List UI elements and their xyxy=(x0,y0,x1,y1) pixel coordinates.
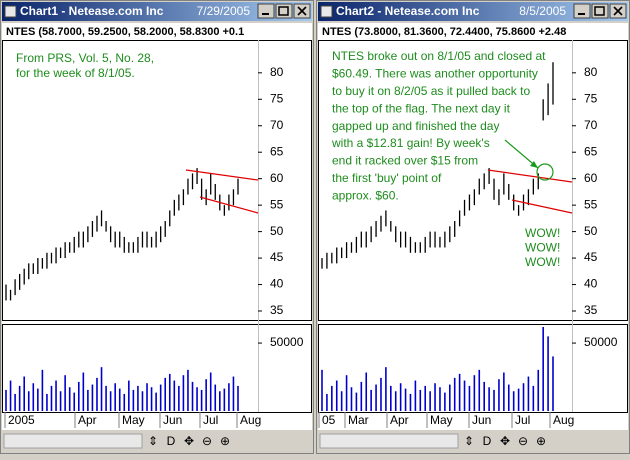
volume-panel xyxy=(2,324,312,413)
x-tick-label: Mar xyxy=(348,413,369,427)
toolbar-button[interactable]: ⇕ xyxy=(464,434,474,448)
close-glyph xyxy=(297,6,307,16)
y-tick-label: 65 xyxy=(270,144,284,158)
toolbar-button[interactable]: ⊖ xyxy=(202,434,212,448)
toolbar-button[interactable]: D xyxy=(167,434,176,448)
content xyxy=(318,23,628,430)
price-panel xyxy=(2,40,312,321)
title-bar xyxy=(318,2,628,21)
minimize-button[interactable] xyxy=(573,3,591,19)
y-tick-label: 35 xyxy=(584,303,598,317)
annotation-text: From PRS, Vol. 5, No. 28, xyxy=(16,51,154,65)
y-tick-label: 70 xyxy=(584,118,598,132)
annotation-text: end it racked over $15 from xyxy=(332,154,478,168)
y-tick-label: 60 xyxy=(584,171,598,185)
annotation-shout: WOW! xyxy=(525,226,560,240)
x-tick-label: Jul xyxy=(203,413,218,427)
toolbar-button[interactable]: D xyxy=(483,434,492,448)
y-tick-label: 55 xyxy=(584,197,598,211)
y-tick-label: 50000 xyxy=(584,335,618,349)
y-tick-label: 70 xyxy=(270,118,284,132)
chart-window: Chart1 - Netease.com Inc 7/29/2005 NTES (5… xyxy=(0,0,314,455)
y-tick-label: 55 xyxy=(270,197,284,211)
y-tick-label: 40 xyxy=(584,277,598,291)
y-tick-label: 80 xyxy=(270,65,284,79)
x-tick-label: 05 xyxy=(322,413,336,427)
x-tick-label: Jun xyxy=(163,413,182,427)
y-tick-label: 60 xyxy=(270,171,284,185)
info-bar: NTES (73.8000, 81.3600, 72.4400, 75.8600… xyxy=(322,26,566,38)
window-date: 8/5/2005 xyxy=(519,4,566,18)
annotation-shout: WOW! xyxy=(525,241,560,255)
y-tick-label: 50 xyxy=(584,224,598,238)
price-panel xyxy=(318,40,628,321)
toolbar-button[interactable]: ⊕ xyxy=(220,434,230,448)
window-title: Chart1 - Netease.com Inc xyxy=(20,4,164,18)
toolbar-button[interactable]: ⊖ xyxy=(518,434,528,448)
window-date: 7/29/2005 xyxy=(197,4,251,18)
toolbar-button[interactable]: ⇕ xyxy=(148,434,158,448)
info-bar: NTES (58.7000, 59.2500, 58.2000, 58.8300… xyxy=(6,26,244,38)
title-bar xyxy=(2,2,312,21)
y-tick-label: 65 xyxy=(584,144,598,158)
scrollbar xyxy=(3,433,143,449)
x-tick-label: Aug xyxy=(240,413,261,427)
annotation-text: approx. $60. xyxy=(332,188,399,202)
annotation-text: to buy it on 8/2/05 as it pulled back to xyxy=(332,84,530,98)
minimize-button[interactable] xyxy=(257,3,275,19)
maximize-glyph xyxy=(594,6,605,16)
annotation-shout: WOW! xyxy=(525,255,560,269)
x-tick-label: May xyxy=(122,413,145,427)
maximize-glyph xyxy=(278,6,289,16)
scrollbar xyxy=(319,433,459,449)
app-icon xyxy=(320,5,333,18)
window-canvas: Chart2 - Netease.com Inc 8/5/2005 NTES (73… xyxy=(316,0,630,454)
annotation-text: gapped up and finished the day xyxy=(332,119,499,133)
x-tick-label: Apr xyxy=(390,413,409,427)
channel-line xyxy=(511,199,573,214)
app-icon xyxy=(4,5,17,18)
y-tick-label: 45 xyxy=(270,250,284,264)
highlight-circle xyxy=(536,163,554,181)
annotation-text: the first 'buy' point of xyxy=(332,171,442,185)
y-tick-label: 40 xyxy=(270,277,284,291)
annotation-text: for the week of 8/1/05. xyxy=(16,66,135,80)
annotation-text: the top of the flag. The next day it xyxy=(332,101,511,115)
x-tick-label: 2005 xyxy=(8,413,35,427)
annotation-text: $60.49. There was another opportunity xyxy=(332,67,538,81)
x-tick-label: Aug xyxy=(553,413,574,427)
y-tick-label: 75 xyxy=(584,91,598,105)
y-tick-label: 45 xyxy=(584,250,598,264)
content xyxy=(2,23,312,430)
toolbar-button[interactable]: ✥ xyxy=(184,434,194,448)
channel-line xyxy=(199,196,259,214)
volume-panel xyxy=(318,324,628,413)
annotation-text: with a $12.81 gain! By week's xyxy=(331,136,490,150)
y-tick-label: 50000 xyxy=(270,335,304,349)
x-tick-label: Jul xyxy=(515,413,530,427)
window-canvas: Chart1 - Netease.com Inc 7/29/2005 NTES (5… xyxy=(0,0,314,454)
annotation-text: NTES broke out on 8/1/05 and closed at xyxy=(332,49,546,63)
info-text: NTES (73.8000, 81.3600, 72.4400, 75.8600… xyxy=(322,26,566,38)
x-tick-label: Jun xyxy=(472,413,491,427)
close-glyph xyxy=(613,6,623,16)
toolbar-button[interactable]: ✥ xyxy=(500,434,510,448)
y-tick-label: 35 xyxy=(270,303,284,317)
x-tick-label: Apr xyxy=(78,413,97,427)
channel-line xyxy=(487,169,573,183)
y-tick-label: 50 xyxy=(270,224,284,238)
window-title: Chart2 - Netease.com Inc xyxy=(336,4,480,18)
toolbar-button[interactable]: ⊕ xyxy=(536,434,546,448)
chart-window: Chart2 - Netease.com Inc 8/5/2005 NTES (73… xyxy=(316,0,630,455)
y-tick-label: 80 xyxy=(584,65,598,79)
arrow-head xyxy=(530,161,538,168)
y-tick-label: 75 xyxy=(270,91,284,105)
channel-line xyxy=(185,169,259,181)
info-text: NTES (58.7000, 59.2500, 58.2000, 58.8300… xyxy=(6,26,244,38)
x-tick-label: May xyxy=(430,413,453,427)
